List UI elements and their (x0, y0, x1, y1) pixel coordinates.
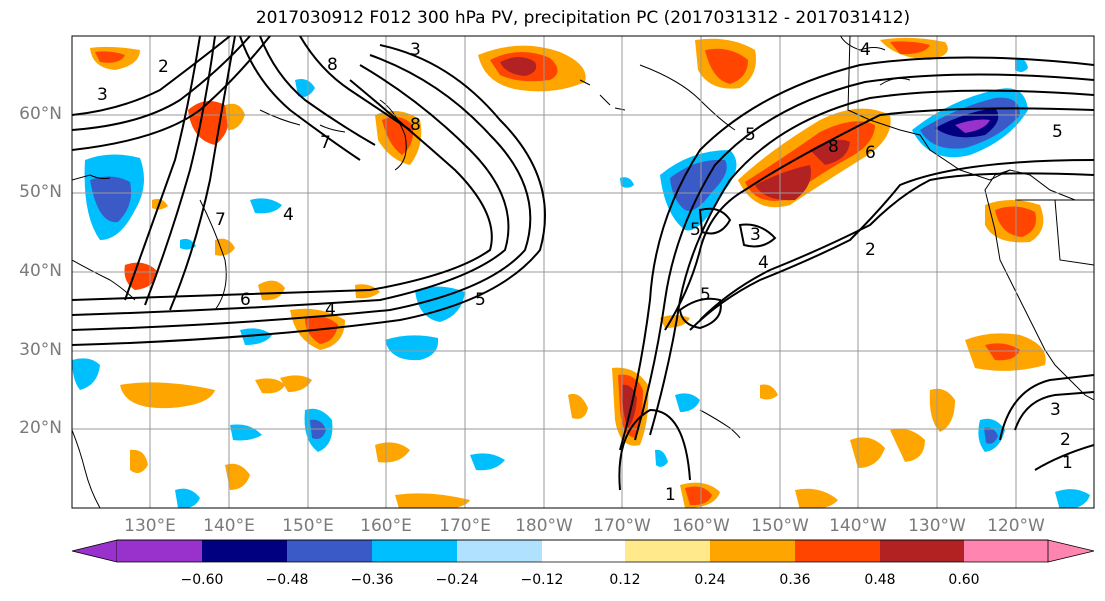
map-title: 2017030912 F012 300 hPa PV, precipitatio… (255, 8, 911, 28)
lon-label-130w: 130°W (908, 516, 966, 536)
contour-label: 5 (475, 290, 486, 310)
lon-label-130e: 130°E (124, 516, 176, 536)
contour-label: 5 (690, 220, 701, 240)
lat-label-60n: 60°N (19, 104, 62, 124)
contour-label: 8 (327, 55, 338, 75)
contour-label: 4 (758, 253, 769, 273)
contour-label: 2 (1060, 430, 1071, 450)
colorbar-tick: −0.60 (180, 572, 224, 588)
contour-label: 2 (158, 57, 169, 77)
lat-label-30n: 30°N (19, 340, 62, 360)
contour-label: 3 (410, 40, 421, 60)
contour-label: 8 (828, 137, 839, 157)
lat-label-50n: 50°N (19, 182, 62, 202)
lat-label-20n: 20°N (19, 418, 62, 438)
contour-labels: 3 2 7 8 6 4 5 5 3 4 5 6 8 2 3 2 1 1 5 4 … (97, 40, 1073, 505)
contour-label: 1 (1062, 453, 1073, 473)
contour-label: 6 (240, 290, 251, 310)
contour-label: 8 (410, 115, 421, 135)
contour-label: 4 (860, 40, 871, 60)
lon-label-140e: 140°E (203, 516, 255, 536)
colorbar-tick: −0.12 (520, 572, 564, 588)
colorbar-tick: −0.36 (350, 572, 394, 588)
contour-label: 4 (325, 300, 336, 320)
contour-label: 6 (865, 143, 876, 163)
colorbar-tick: 0.24 (694, 572, 726, 588)
lon-label-170w: 170°W (593, 516, 651, 536)
colorbar-tick: 0.36 (779, 572, 811, 588)
lon-label-180w: 180°W (515, 516, 573, 536)
lon-label-150w: 150°W (751, 516, 809, 536)
contour-label: 3 (97, 85, 108, 105)
contour-label: 5 (745, 125, 756, 145)
precip-positive-anomaly (90, 37, 1046, 508)
lon-label-160w: 160°W (672, 516, 730, 536)
lon-label-160e: 160°E (360, 516, 412, 536)
lon-label-140w: 140°W (829, 516, 887, 536)
lat-label-40n: 40°N (19, 261, 62, 281)
colorbar-tick: −0.48 (265, 572, 309, 588)
colorbar (71, 539, 1095, 563)
pv-contours (72, 36, 1094, 491)
lon-label-170e: 170°E (439, 516, 491, 536)
lon-label-150e: 150°E (282, 516, 334, 536)
contour-label: 5 (1052, 122, 1063, 142)
contour-label: 7 (215, 210, 226, 230)
colorbar-tick: 0.48 (864, 572, 896, 588)
contour-label: 7 (320, 133, 331, 153)
colorbar-tick: 0.12 (609, 572, 641, 588)
contour-label: 3 (1050, 400, 1061, 420)
lon-label-120w: 120°W (987, 516, 1045, 536)
colorbar-tick: −0.24 (435, 572, 479, 588)
contour-label: 1 (665, 485, 676, 505)
map-border (71, 35, 1095, 509)
contour-label: 4 (283, 205, 294, 225)
colorbar-tick: 0.60 (948, 572, 980, 588)
contour-label: 2 (865, 240, 876, 260)
contour-label: 5 (700, 285, 711, 305)
contour-label: 3 (750, 225, 761, 245)
